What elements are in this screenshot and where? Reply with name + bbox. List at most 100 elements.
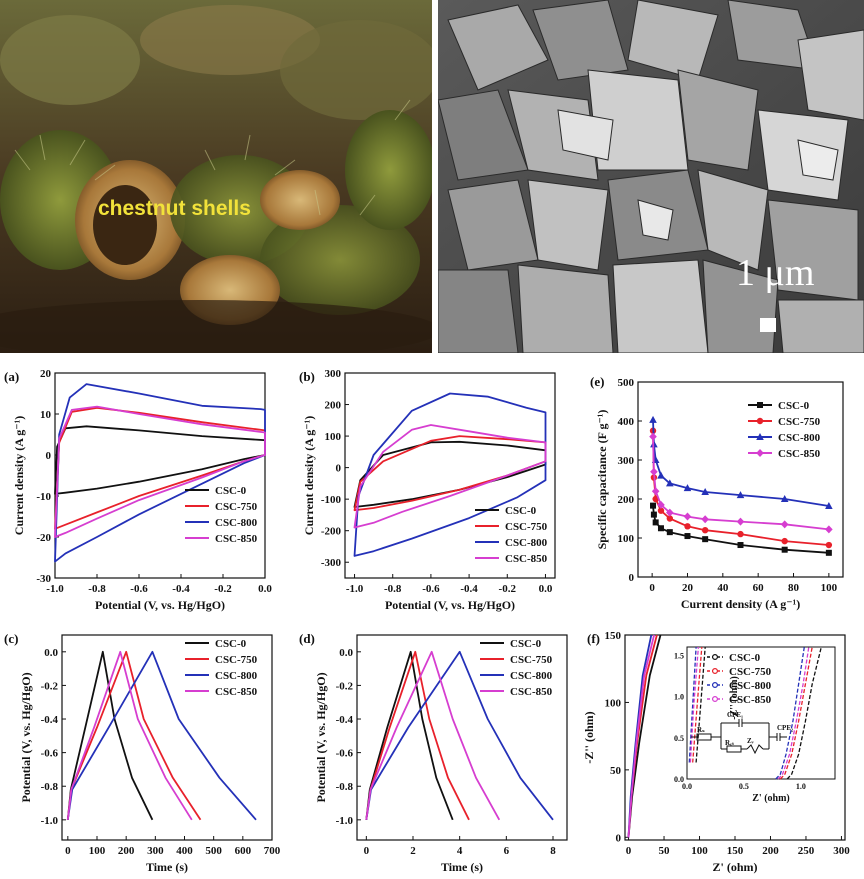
legend-label: CSC-800 bbox=[510, 670, 553, 682]
legend-marker bbox=[712, 681, 719, 688]
y-tick-label: -0.2 bbox=[41, 680, 59, 692]
legend-label: CSC-0 bbox=[215, 638, 247, 650]
data-point bbox=[756, 417, 764, 425]
x-tick-label: 40 bbox=[717, 582, 729, 594]
x-tick-label: 2 bbox=[410, 845, 416, 857]
inset-x-tick-label: 0.0 bbox=[682, 782, 692, 791]
series-line-csc-850 bbox=[652, 436, 830, 531]
inset-y-axis-label: -Z'' (ohm) bbox=[729, 676, 740, 720]
data-point bbox=[701, 515, 709, 524]
inset-series-line bbox=[779, 646, 813, 780]
plot-frame bbox=[356, 634, 568, 841]
y-tick-label: 300 bbox=[618, 455, 635, 467]
panel-label: (a) bbox=[4, 369, 19, 384]
x-tick-label: 100 bbox=[89, 845, 106, 857]
data-point bbox=[756, 449, 764, 457]
y-axis-label: Current density (A g⁻¹) bbox=[302, 416, 316, 535]
y-axis-label: Specific capacitance (F g⁻¹) bbox=[595, 410, 609, 550]
inset-series-line bbox=[777, 646, 810, 780]
series-line-csc-750 bbox=[365, 650, 470, 821]
x-tick-label: 8 bbox=[550, 845, 556, 857]
gcd-chart-c: 0 100 200 300 400 500 600 700 0.0 -0.2 -0.4 -0.6 -0.… bbox=[4, 631, 281, 874]
inset-x-axis-label: Z' (ohm) bbox=[752, 793, 790, 804]
y-tick-label: -0.6 bbox=[41, 748, 59, 760]
x-tick-label: -1.0 bbox=[46, 583, 64, 595]
y-tick-label: 300 bbox=[325, 368, 342, 380]
circuit-label: CPE₂ bbox=[777, 724, 793, 732]
legend-label: CSC-750 bbox=[505, 521, 548, 533]
x-tick-label: 100 bbox=[691, 845, 708, 857]
plot-frame bbox=[61, 634, 273, 841]
scale-bar bbox=[760, 318, 776, 332]
y-tick-label: -100 bbox=[321, 494, 342, 506]
x-tick-label: 300 bbox=[833, 845, 850, 857]
y-tick-label: -0.6 bbox=[336, 748, 354, 760]
x-tick-label: -0.2 bbox=[499, 583, 517, 595]
nyquist-chart-f: 0 50 100 150 200 250 300 150 100 50 0 Z' (ohm) -Z'' … bbox=[582, 630, 850, 874]
chestnut-shells-photo: chestnut shells bbox=[0, 0, 432, 353]
data-point bbox=[650, 502, 657, 509]
y-tick-label: -1.0 bbox=[41, 815, 59, 827]
x-axis-label: Current density (A g⁻¹) bbox=[681, 597, 800, 611]
legend-marker bbox=[712, 667, 719, 674]
circuit-label: Rₑₜ bbox=[725, 739, 735, 747]
legend-label: CSC-0 bbox=[215, 485, 247, 497]
data-point bbox=[666, 529, 673, 536]
x-tick-label: -0.8 bbox=[384, 583, 402, 595]
x-tick-label: 400 bbox=[176, 845, 193, 857]
series-line-csc-800 bbox=[54, 383, 266, 563]
data-point bbox=[650, 467, 658, 476]
x-tick-label: 500 bbox=[205, 845, 222, 857]
legend-label: CSC-800 bbox=[505, 537, 548, 549]
y-tick-label: 20 bbox=[40, 368, 52, 380]
y-tick-label: 400 bbox=[618, 416, 635, 428]
y-tick-label: -0.8 bbox=[336, 781, 354, 793]
y-tick-label: 0 bbox=[336, 463, 342, 475]
inset-series-line-steep bbox=[688, 646, 697, 763]
panel-label: (e) bbox=[590, 374, 604, 389]
x-tick-label: -0.6 bbox=[422, 583, 440, 595]
chestnut-shells-caption: chestnut shells bbox=[98, 197, 251, 220]
inset-plot-frame bbox=[686, 646, 836, 780]
data-point bbox=[649, 432, 657, 441]
y-tick-label: 50 bbox=[610, 765, 622, 777]
data-point bbox=[780, 495, 789, 502]
inset-series-line-steep bbox=[692, 646, 703, 763]
data-point bbox=[649, 415, 657, 423]
inset-y-tick-label: 1.5 bbox=[674, 651, 684, 660]
x-tick-label: -0.4 bbox=[460, 583, 478, 595]
y-tick-label: -0.4 bbox=[336, 714, 354, 726]
y-tick-label: 500 bbox=[618, 377, 635, 389]
chart-panel-f: 0 50 100 150 200 250 300 150 100 50 0 Z' (ohm) -Z'' … bbox=[582, 625, 864, 879]
x-tick-label: -1.0 bbox=[346, 583, 364, 595]
y-tick-label: 100 bbox=[618, 533, 635, 545]
data-point bbox=[651, 487, 660, 496]
legend-label: CSC-0 bbox=[510, 638, 542, 650]
legend-label: CSC-850 bbox=[505, 553, 548, 565]
inset-y-tick-label: 1.0 bbox=[674, 693, 684, 702]
data-point bbox=[737, 542, 744, 549]
inset-y-tick-label: 0.5 bbox=[674, 734, 684, 743]
x-tick-label: 80 bbox=[788, 582, 800, 594]
x-tick-label: 0 bbox=[649, 582, 655, 594]
series-line-csc-850 bbox=[66, 650, 193, 821]
legend-marker bbox=[712, 695, 719, 702]
data-point bbox=[666, 515, 674, 522]
x-axis-label: Z' (ohm) bbox=[713, 860, 758, 874]
x-tick-label: 700 bbox=[264, 845, 281, 857]
data-point bbox=[684, 533, 691, 540]
series-line-csc-800 bbox=[353, 392, 547, 557]
data-point bbox=[737, 530, 744, 538]
legend-label: CSC-750 bbox=[215, 654, 258, 666]
y-tick-label: 0 bbox=[46, 450, 52, 462]
data-point bbox=[757, 402, 763, 408]
y-tick-label: -300 bbox=[321, 557, 342, 569]
y-axis-label: Potential (V, vs. Hg/HgO) bbox=[19, 672, 33, 802]
series-line-csc-0 bbox=[66, 650, 154, 821]
inset-x-tick-label: 0.5 bbox=[739, 782, 749, 791]
y-tick-label: -0.8 bbox=[41, 781, 59, 793]
x-tick-label: 4 bbox=[457, 845, 463, 857]
y-tick-label: 200 bbox=[618, 494, 635, 506]
data-point bbox=[657, 507, 665, 514]
x-tick-label: 200 bbox=[762, 845, 779, 857]
